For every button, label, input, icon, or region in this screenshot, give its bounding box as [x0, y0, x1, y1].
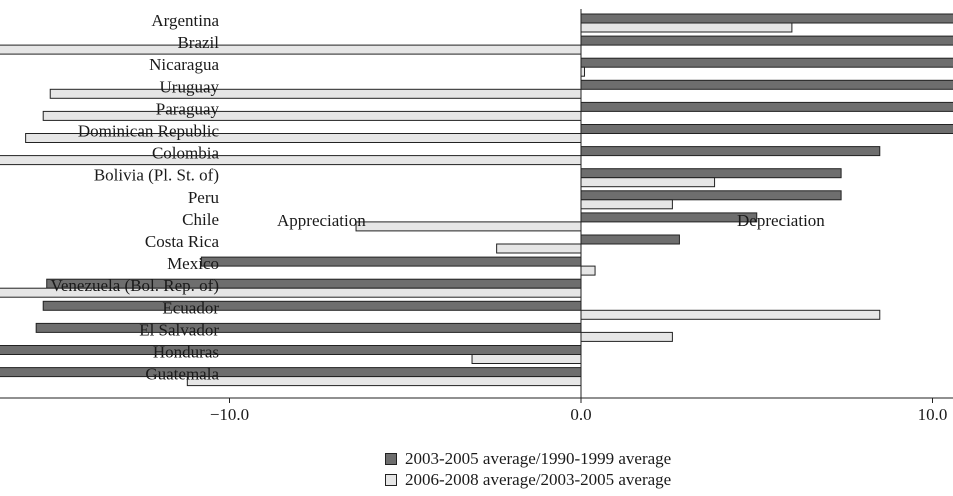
category-label: Uruguay	[160, 77, 220, 96]
category-label: Ecuador	[162, 298, 219, 317]
category-label: Peru	[188, 188, 220, 207]
bar-series-2	[580, 177, 716, 188]
bar-series-1	[200, 256, 582, 267]
category-label: Dominican Republic	[78, 122, 220, 141]
bar-series-2	[580, 309, 881, 320]
bar-series-1	[580, 234, 680, 245]
depreciation-annotation: Depreciation	[737, 211, 825, 230]
bar-series-2	[580, 66, 586, 77]
bar-series-1	[0, 367, 582, 378]
category-label: Brazil	[177, 33, 219, 52]
bar-series-2	[496, 243, 582, 254]
bar-series-2	[580, 331, 673, 342]
legend-label-series-1: 2003-2005 average/1990-1999 average	[405, 449, 672, 468]
bar-series-1	[580, 168, 842, 179]
legend-label-series-2: 2006-2008 average/2003-2005 average	[405, 470, 672, 489]
bar-series-1	[580, 190, 842, 201]
category-label: Colombia	[152, 144, 220, 163]
bar-series-2	[42, 110, 582, 121]
bar-series-2	[580, 22, 793, 33]
chart-legend: 2003-2005 average/1990-1999 average 2006…	[385, 448, 671, 490]
bar-series-1	[580, 79, 953, 90]
legend-item-series-2: 2006-2008 average/2003-2005 average	[385, 469, 671, 490]
bar-series-1	[580, 13, 953, 24]
bar-series-1	[580, 146, 881, 157]
category-label: Nicaragua	[149, 55, 219, 74]
bar-series-2	[580, 199, 673, 210]
legend-item-series-1: 2003-2005 average/1990-1999 average	[385, 448, 671, 469]
bar-series-1	[35, 322, 582, 333]
bar-series-1	[580, 124, 953, 134]
bar-series-2	[471, 354, 582, 364]
bar-series-1	[0, 345, 582, 355]
category-label: Paraguay	[156, 99, 220, 118]
category-labels: Argentina Brazil Nicaragua Uruguay Paraguay D…	[50, 11, 219, 384]
legend-swatch-dark	[385, 452, 397, 465]
bar-series-2	[49, 88, 582, 99]
bar-series-2	[0, 44, 582, 55]
bar-series-2	[355, 221, 582, 232]
category-label: Mexico	[167, 254, 219, 273]
appreciation-annotation: Appreciation	[277, 211, 366, 230]
bar-series-1	[580, 101, 953, 112]
bar-series-1	[42, 300, 582, 311]
bar-series-2	[0, 155, 582, 166]
x-tick-label: 0.0	[570, 405, 591, 424]
category-label: Venezuela (Bol. Rep. of)	[50, 276, 219, 295]
category-label: Guatemala	[145, 365, 219, 384]
bar-series-1	[580, 57, 953, 68]
x-tick-label: −10.0	[210, 405, 249, 424]
bar-series-2	[580, 265, 596, 276]
category-label: Chile	[182, 210, 219, 229]
category-label: Honduras	[153, 343, 219, 362]
bar-series-1	[580, 212, 758, 223]
category-label: El Salvador	[139, 320, 219, 339]
category-label: Argentina	[151, 11, 219, 30]
category-label: Bolivia (Pl. St. of)	[94, 166, 219, 185]
axis-layer: −30.0−20.0−10.00.010.020.030.0	[0, 9, 953, 424]
bar-series-2	[186, 376, 582, 387]
legend-swatch-light	[385, 473, 397, 486]
x-tick-label: 10.0	[918, 405, 948, 424]
category-label: Costa Rica	[145, 232, 220, 251]
bar-series-1	[580, 35, 953, 46]
